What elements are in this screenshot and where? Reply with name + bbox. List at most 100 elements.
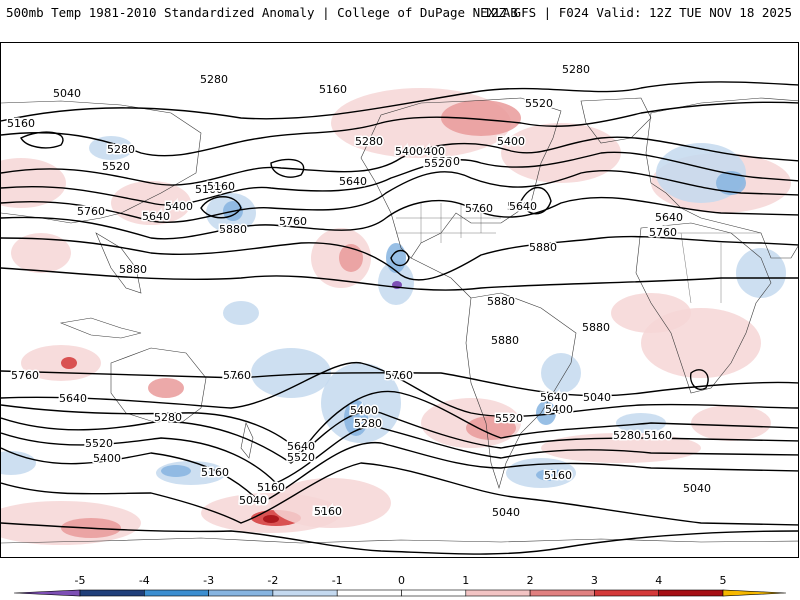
colorbar-tick-label: 2 xyxy=(527,574,534,587)
contour-label: 5040 xyxy=(683,482,711,495)
contour-label: 5760 xyxy=(279,215,307,228)
contour-label: 5760 xyxy=(649,226,677,239)
warm-anomaly-area xyxy=(148,378,184,398)
colorbar-tick-label: 1 xyxy=(462,574,469,587)
cold-anomaly-area xyxy=(716,171,746,195)
warm-anomaly-area xyxy=(466,416,516,440)
contour-labels: 5280516050405160528055205760588051605280… xyxy=(6,62,713,521)
contour-label: 5640 xyxy=(59,392,87,405)
contour-label: 5040 xyxy=(492,506,520,519)
contour-label: 5040 xyxy=(53,87,81,100)
contour-label: 5160 xyxy=(7,117,35,130)
warm-anomaly-area xyxy=(263,515,279,523)
contour-label: 5400 xyxy=(165,200,193,213)
contour-label: 5280 xyxy=(355,135,383,148)
colorbar-tick-label: -1 xyxy=(332,574,343,587)
contour-label: 5880 xyxy=(529,241,557,254)
warm-anomaly-area xyxy=(11,233,71,273)
contour-label: 5880 xyxy=(491,334,519,347)
contour-label: 5520 xyxy=(495,412,523,425)
political-borders xyxy=(396,203,761,304)
cold-anomaly-area xyxy=(541,353,581,393)
contour-label: 5520 xyxy=(424,157,452,170)
colorbar-tick-label: -3 xyxy=(203,574,214,587)
contour-label: 5160 xyxy=(257,481,285,494)
contour-label: 5640 xyxy=(339,175,367,188)
contour-label: 5280 xyxy=(613,429,641,442)
colorbar-segment xyxy=(465,589,531,597)
contour-label: 5160 xyxy=(319,83,347,96)
contour-label: 5160 xyxy=(207,180,235,193)
contour-label: 5280 xyxy=(107,143,135,156)
warm-anomaly-area xyxy=(641,308,761,378)
cold-anomaly-area xyxy=(536,401,556,425)
warm-anomaly-area xyxy=(339,244,363,272)
contour-label: 5040 xyxy=(583,391,611,404)
contour-label: 5400 xyxy=(497,135,525,148)
contour-label: 5520 xyxy=(287,451,315,464)
contour-label: 5520 xyxy=(525,97,553,110)
coastlines xyxy=(1,97,798,544)
contour-label: 5880 xyxy=(487,295,515,308)
contour-label: 5280 xyxy=(354,417,382,430)
contour-label: 5280 xyxy=(200,73,228,86)
contour-label: 5760 xyxy=(223,369,251,382)
height-contours xyxy=(1,81,798,555)
warm-anomaly-area xyxy=(541,433,701,463)
colorbar-min-extension xyxy=(13,589,81,597)
colorbar-tick-label: -5 xyxy=(75,574,86,587)
contour-label: 5520 xyxy=(102,160,130,173)
contour-label: 5760 xyxy=(11,369,39,382)
anomaly-map[interactable]: 5280 5160 5040 5160 5280 5520 5760 5880 5160 5280… xyxy=(0,42,799,558)
cold-anomaly-area xyxy=(536,469,566,481)
colorbar-segment xyxy=(272,589,338,597)
contour-label: 5280 xyxy=(154,411,182,424)
cold-anomaly-area xyxy=(386,243,406,273)
contour-label: 5640 xyxy=(507,200,535,213)
colorbar-segment xyxy=(336,589,402,597)
contour-label: 5160 xyxy=(201,466,229,479)
warm-anomaly-area xyxy=(441,100,521,136)
colorbar-tick-label: 5 xyxy=(720,574,727,587)
map-canvas: 5280516050405160528055205760588051605280… xyxy=(1,62,798,555)
colorbar-tick-label: 4 xyxy=(655,574,662,587)
warm-anomaly-area xyxy=(61,357,77,369)
colorbar-segment xyxy=(208,589,274,597)
contour-label: 5640 xyxy=(142,210,170,223)
contour-label: 5160 xyxy=(544,469,572,482)
warm-anomaly-area xyxy=(1,158,66,208)
contour-label: 5640 xyxy=(509,200,537,213)
contour-label: 5880 xyxy=(219,223,247,236)
colorbar-tick-label: -4 xyxy=(139,574,150,587)
colorbar-segment xyxy=(529,589,595,597)
cold-anomaly-area xyxy=(89,136,133,160)
contour-label: 5400 xyxy=(545,403,573,416)
warm-anomaly-area xyxy=(691,405,771,441)
model-valid-time: 12Z GFS | F024 Valid: 12Z TUE NOV 18 202… xyxy=(483,5,792,20)
contour-label: 5280 xyxy=(355,135,383,148)
cold-anomaly-area xyxy=(1,451,36,475)
contour-label: 5400 xyxy=(93,452,121,465)
contour-label: 5040 xyxy=(239,494,267,507)
contour-label: 5760 xyxy=(385,369,413,382)
contour-label: 5400 xyxy=(395,145,423,158)
contour-label: 5040 xyxy=(240,494,268,507)
contour-label: 5760 xyxy=(77,205,105,218)
cold-anomaly-area xyxy=(736,248,786,298)
contour-label: 5760 xyxy=(465,202,493,215)
anomaly-shading xyxy=(1,88,791,545)
contour-label: 5400 xyxy=(350,404,378,417)
contour-label: 5640 xyxy=(655,211,683,224)
cold-anomaly-area xyxy=(223,301,259,325)
colorbar-tick-label: 0 xyxy=(398,574,405,587)
contour-label: 5040 xyxy=(313,505,341,518)
contour-label: 5880 xyxy=(582,321,610,334)
warm-anomaly-area xyxy=(501,123,621,183)
colorbar-tick-label: 3 xyxy=(591,574,598,587)
colorbar-segment xyxy=(658,589,724,597)
contour-label: 5160 xyxy=(314,505,342,518)
contour-label: 5520 xyxy=(85,437,113,450)
contour-label: 5160 xyxy=(644,429,672,442)
contour-label: 5520 xyxy=(432,155,460,168)
colorbar: -5 -4 -3 -2 -1 0 1 2 3 4 5 xyxy=(13,574,787,597)
